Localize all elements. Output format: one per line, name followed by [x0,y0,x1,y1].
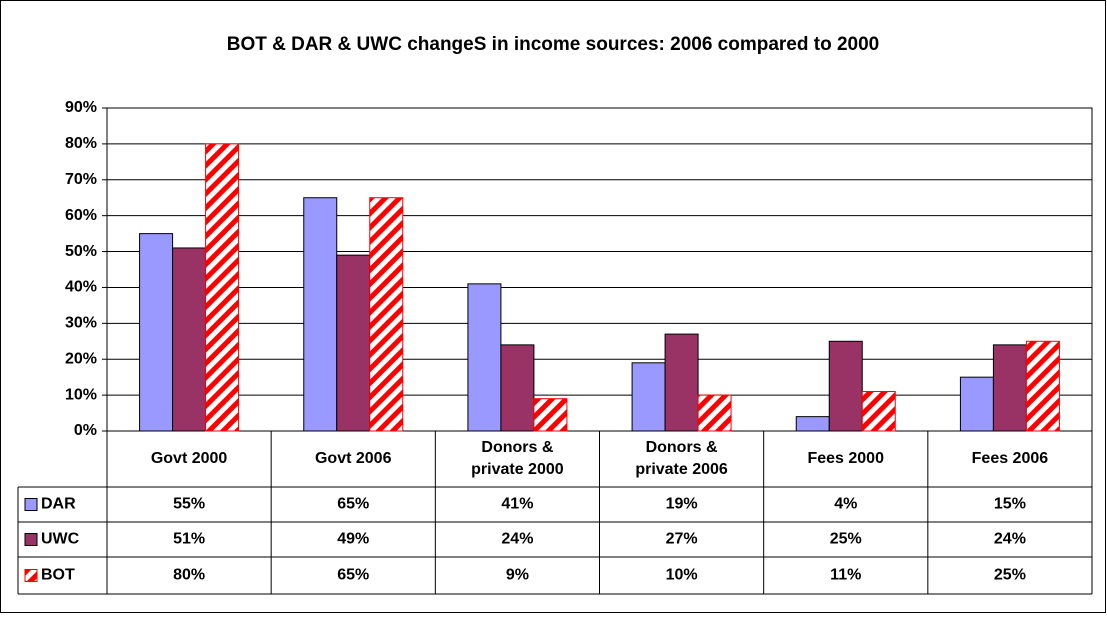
y-tick-label: 70% [65,171,97,188]
bar [336,254,371,432]
table-value: 65% [337,496,369,513]
x-tick-label-box: Fees 2000 [807,450,884,467]
y-tick-label: 0% [74,422,97,439]
table-value: 25% [994,567,1026,584]
y-tick-label: 30% [65,315,97,332]
table-value: 9% [506,567,529,584]
bar [828,340,863,432]
table-value: 24% [501,531,533,548]
table-value: 10% [666,567,698,584]
bar [1025,340,1060,432]
table-value: 41% [501,496,533,513]
x-tick-label: Donors & private 2006 [635,439,728,478]
bar [500,344,535,432]
bar [664,333,699,432]
y-tick-label: 10% [65,386,97,403]
bar [172,247,207,432]
bar [631,362,666,432]
bar [369,197,404,432]
x-tick-label: Govt 2006 [314,450,392,467]
legend-label: UWC [41,531,80,548]
bar [992,344,1027,432]
table-value: 25% [830,531,862,548]
legend-swatch [24,569,38,582]
x-tick-label: Govt 2000 [150,450,228,467]
y-tick-label: 80% [65,135,97,152]
bar [205,143,240,432]
table-value: 11% [830,567,861,584]
table-value: 49% [337,531,369,548]
x-tick-label-box: Govt 2006 [314,450,392,467]
table-value: 4% [834,496,857,513]
x-tick-label-box: Fees 2006 [971,450,1049,467]
y-tick-label: 40% [65,279,97,296]
y-tick-label: 90% [65,99,97,116]
table-value: 65% [337,567,369,584]
bar [139,233,174,432]
bar [795,416,830,432]
x-tick-label-box: Govt 2000 [150,450,228,467]
bar [303,197,338,432]
x-tick-label-box: Donors & private 2000 [471,439,564,478]
y-tick-label: 20% [65,350,97,367]
table-value: 27% [666,531,698,548]
y-tick-label: 50% [65,243,97,260]
chart-title: BOT & DAR & UWC changeS in income source… [227,34,880,55]
bar [697,394,732,432]
table-value: 15% [994,496,1026,513]
table-value: 55% [173,496,205,513]
table-value: 24% [994,531,1026,548]
x-tick-label-box: Donors & private 2006 [635,439,728,478]
x-tick-label: Donors & private 2000 [471,439,564,478]
legend-label: BOT [41,567,75,584]
table-value: 80% [173,567,205,584]
bar [533,398,568,432]
y-tick-label: 60% [65,207,97,224]
legend-label: DAR [41,496,76,513]
legend-swatch [24,498,38,511]
x-tick-label: Fees 2000 [807,450,884,467]
bar [467,283,502,432]
legend-swatch [24,533,38,546]
bar [861,391,896,432]
x-tick-label: Fees 2006 [971,450,1049,467]
table-value: 51% [173,531,205,548]
table-value: 19% [666,496,698,513]
bar [959,376,994,432]
